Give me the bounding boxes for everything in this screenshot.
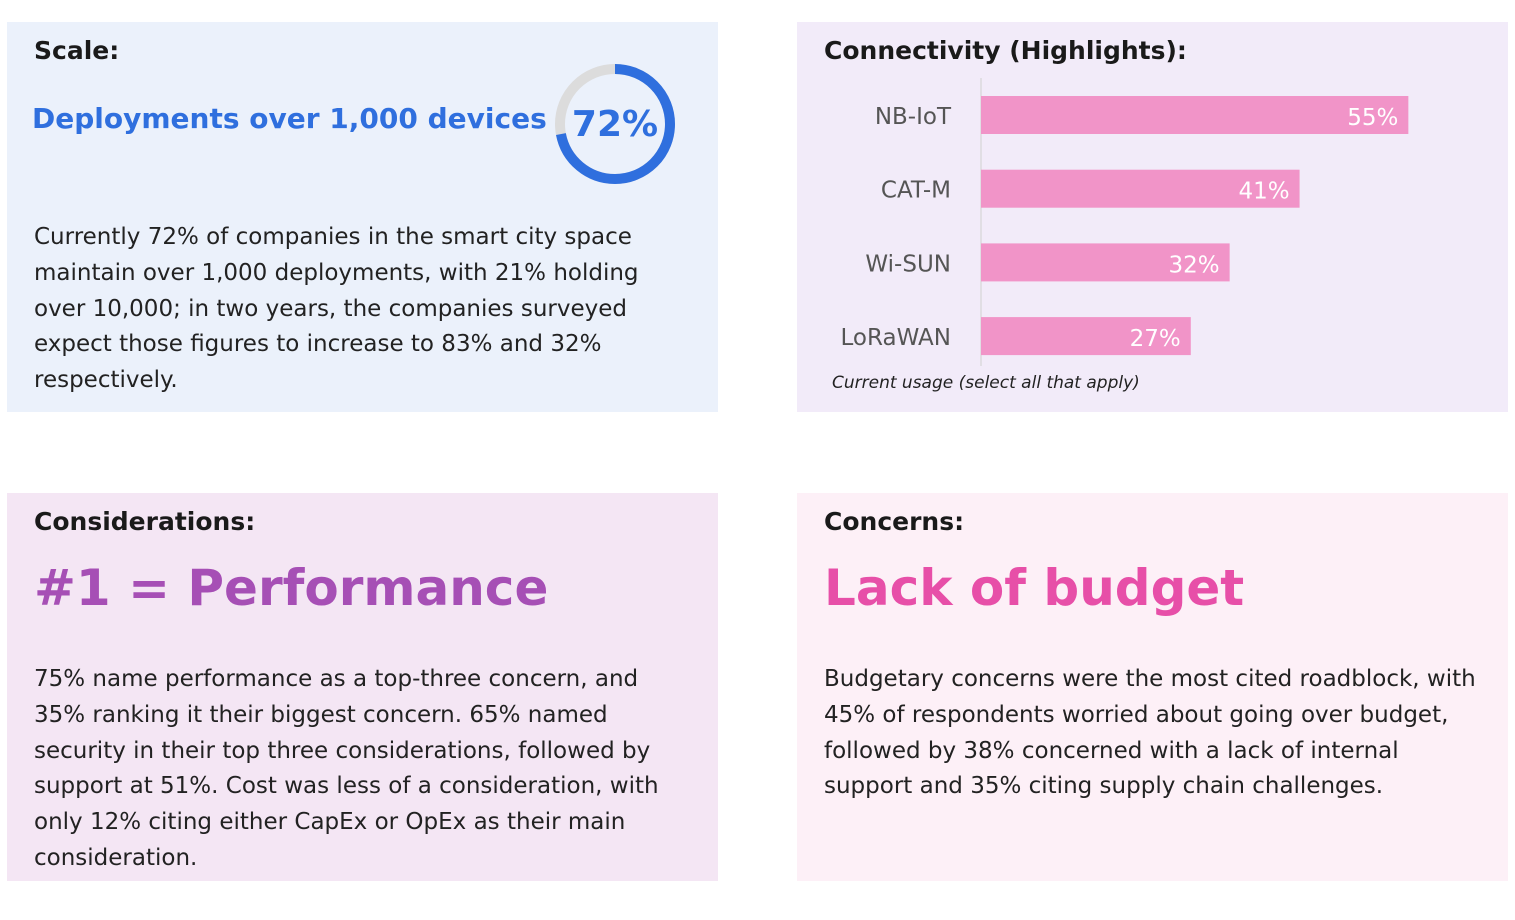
considerations-heading: Considerations: bbox=[34, 507, 256, 536]
concerns-highlight: Lack of budget bbox=[824, 559, 1245, 617]
connectivity-bar-chart: NB-IoT 55% CAT-M 41% Wi-SUN 32% LoRaWAN 27% bbox=[841, 78, 1409, 366]
concerns-panel: Concerns: Lack of budget Budgetary conce… bbox=[797, 493, 1508, 881]
category-label: NB-IoT bbox=[875, 104, 952, 130]
donut-arc bbox=[555, 64, 675, 184]
bar-nb-iot bbox=[981, 96, 1409, 134]
category-label: LoRaWAN bbox=[841, 325, 951, 351]
connectivity-heading: Connectivity (Highlights): bbox=[824, 36, 1187, 65]
scale-body: Currently 72% of companies in the smart … bbox=[34, 224, 639, 394]
concerns-body: Budgetary concerns were the most cited r… bbox=[824, 666, 1476, 800]
data-label: 55% bbox=[1347, 105, 1398, 131]
scale-highlight: Deployments over 1,000 devices bbox=[32, 102, 547, 135]
concerns-heading: Concerns: bbox=[824, 507, 965, 536]
bar-wi-sun bbox=[981, 243, 1230, 282]
data-label: 32% bbox=[1169, 252, 1220, 278]
category-label: CAT-M bbox=[881, 178, 951, 204]
considerations-panel: Considerations: #1 = Performance 75% nam… bbox=[7, 493, 718, 881]
donut-value: 72% bbox=[572, 104, 658, 145]
data-label: 41% bbox=[1238, 179, 1289, 205]
donut-chart: 72% bbox=[555, 64, 675, 184]
scale-panel: Scale: Deployments over 1,000 devices 72… bbox=[7, 22, 718, 412]
chart-caption: Current usage (select all that apply) bbox=[832, 373, 1140, 393]
bar-lorawan bbox=[981, 317, 1191, 356]
scale-heading: Scale: bbox=[34, 36, 120, 65]
category-label: Wi-SUN bbox=[865, 251, 951, 277]
connectivity-panel: NB-IoT 55% CAT-M 41% Wi-SUN 32% LoRaWAN 27% Con… bbox=[797, 22, 1508, 412]
considerations-body: 75% name performance as a top-three conc… bbox=[34, 666, 659, 871]
bar-cat-m bbox=[981, 169, 1300, 208]
data-label: 27% bbox=[1130, 326, 1181, 352]
considerations-highlight: #1 = Performance bbox=[34, 559, 549, 617]
